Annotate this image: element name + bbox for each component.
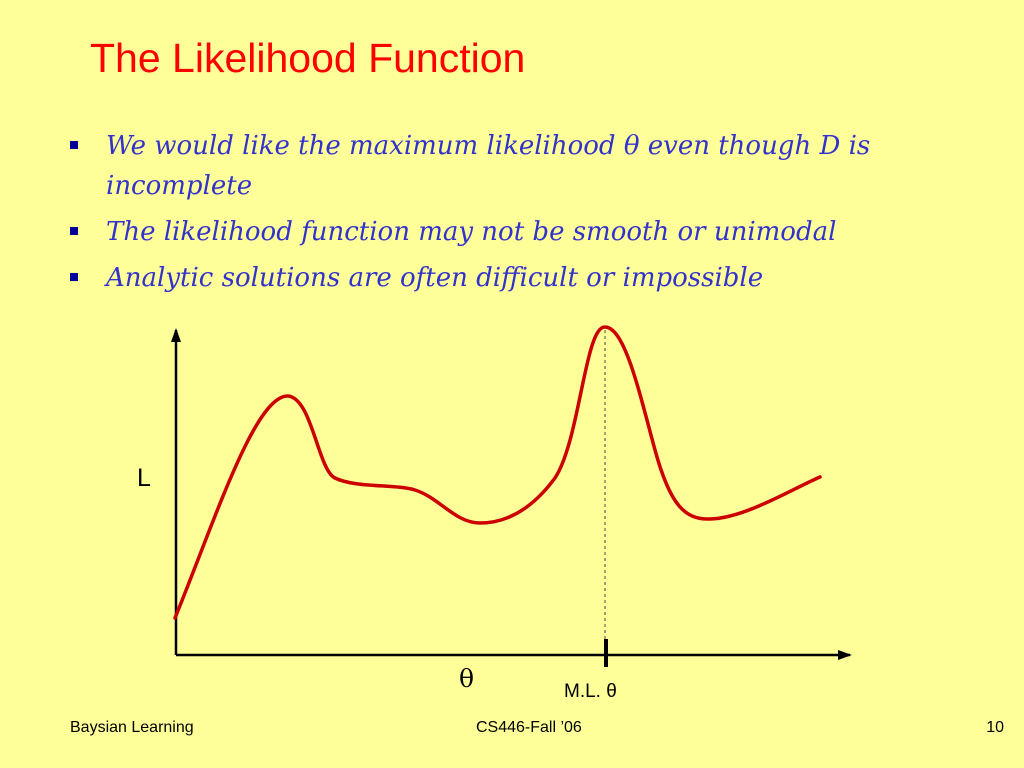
likelihood-curve bbox=[173, 325, 822, 620]
bullet-text: The likelihood function may not be smoot… bbox=[106, 217, 837, 247]
bullet-item: We would like the maximum likelihood θ e… bbox=[70, 126, 970, 206]
bullet-square-icon bbox=[70, 273, 78, 281]
y-axis-label: L bbox=[137, 464, 151, 492]
footer-page-number: 10 bbox=[986, 719, 1004, 736]
slide-title: The Likelihood Function bbox=[90, 35, 526, 81]
bullet-item: The likelihood function may not be smoot… bbox=[70, 212, 970, 252]
footer-course-name: CS446-Fall ’06 bbox=[476, 719, 582, 736]
bullet-square-icon bbox=[70, 141, 78, 149]
bullet-square-icon bbox=[70, 227, 78, 235]
bullet-list: We would like the maximum likelihood θ e… bbox=[70, 126, 970, 304]
bullet-text: We would like the maximum likelihood θ e… bbox=[106, 131, 871, 201]
x-axis-label: θ bbox=[459, 664, 474, 693]
bullet-text: Analytic solutions are often difficult o… bbox=[106, 263, 764, 293]
footer-course-topic: Baysian Learning bbox=[70, 719, 194, 736]
ml-theta-label: M.L. θ bbox=[564, 681, 617, 702]
bullet-item: Analytic solutions are often difficult o… bbox=[70, 258, 970, 298]
